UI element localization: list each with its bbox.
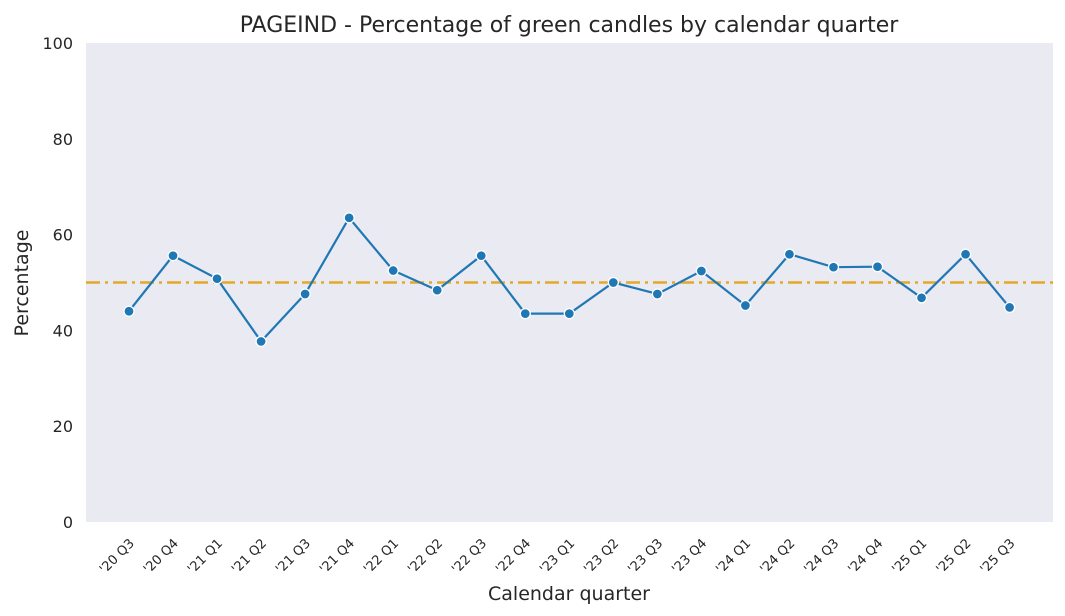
chart-title: PAGEIND - Percentage of green candles by…	[240, 13, 900, 38]
x-tick-label: '20 Q3	[97, 536, 138, 577]
data-point	[167, 250, 179, 262]
data-point	[739, 299, 752, 312]
y-tick-label: 20	[53, 417, 73, 436]
data-point	[211, 273, 223, 285]
x-tick-label: '21 Q2	[229, 536, 270, 577]
data-point	[783, 248, 796, 260]
x-tick-label: '23 Q1	[537, 536, 578, 577]
data-point	[827, 261, 840, 273]
x-tick-label: '21 Q1	[185, 536, 226, 577]
data-point	[959, 248, 972, 260]
x-tick-label: '21 Q4	[317, 536, 358, 577]
x-tick-label: '22 Q1	[361, 536, 402, 577]
data-point	[871, 261, 884, 273]
y-tick-label: 40	[53, 321, 73, 340]
plot-area	[86, 43, 1053, 522]
x-tick-label: '25 Q2	[934, 536, 975, 577]
data-point	[651, 288, 664, 300]
y-tick-labels: 0 20 40 60 80 100	[42, 34, 73, 532]
data-point	[563, 307, 575, 320]
data-point	[123, 305, 135, 317]
data-point	[519, 307, 531, 320]
x-tick-label: '22 Q3	[449, 536, 490, 577]
x-tick-label: '22 Q2	[405, 536, 446, 577]
x-tick-labels: '20 Q3'20 Q4'21 Q1'21 Q2'21 Q3'21 Q4'22 …	[97, 536, 1018, 577]
data-point	[915, 292, 928, 304]
y-tick-label: 80	[53, 130, 73, 149]
data-point	[343, 212, 355, 224]
y-tick-label: 100	[42, 34, 73, 53]
data-points	[123, 212, 1016, 348]
x-tick-label: '25 Q3	[978, 536, 1019, 577]
data-point	[299, 288, 311, 300]
x-tick-label: '25 Q1	[890, 536, 931, 577]
data-point	[387, 264, 399, 277]
x-tick-label: '22 Q4	[493, 536, 534, 577]
data-point	[431, 284, 443, 296]
data-point	[695, 265, 708, 277]
data-point	[475, 250, 487, 262]
data-point	[1003, 301, 1016, 314]
x-tick-label: '20 Q4	[141, 536, 182, 577]
y-tick-label: 0	[63, 513, 73, 532]
data-point	[607, 276, 619, 289]
x-tick-label: '23 Q4	[669, 536, 710, 577]
x-tick-label: '24 Q4	[845, 536, 886, 577]
y-axis-label: Percentage	[11, 230, 33, 337]
x-tick-label: '21 Q3	[273, 536, 314, 577]
y-tick-label: 60	[53, 226, 73, 245]
x-tick-label: '24 Q1	[713, 536, 754, 577]
x-tick-label: '23 Q2	[581, 536, 622, 577]
x-tick-label: '24 Q3	[801, 536, 842, 577]
x-tick-label: '23 Q3	[625, 536, 666, 577]
x-axis-label: Calendar quarter	[488, 583, 650, 605]
x-tick-label: '24 Q2	[757, 536, 798, 577]
data-point	[255, 335, 267, 348]
